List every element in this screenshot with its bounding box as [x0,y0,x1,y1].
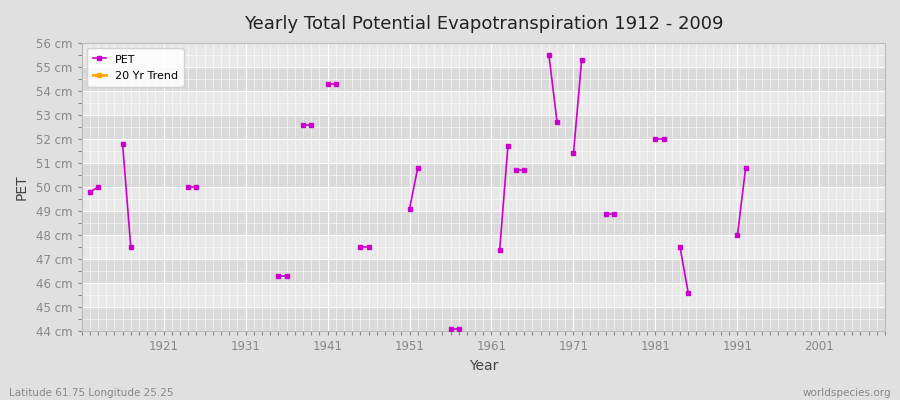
Bar [82,163,885,187]
PET [85,190,95,194]
Bar [82,67,885,91]
Bar [82,115,885,139]
Y-axis label: PET: PET [15,174,29,200]
Text: worldspecies.org: worldspecies.org [803,388,891,398]
Title: Yearly Total Potential Evapotranspiration 1912 - 2009: Yearly Total Potential Evapotranspiratio… [244,15,723,33]
Bar [82,235,885,259]
Bar [82,139,885,163]
X-axis label: Year: Year [469,359,498,373]
Bar [82,211,885,235]
Bar [82,259,885,283]
Bar [82,91,885,115]
Legend: PET, 20 Yr Trend: PET, 20 Yr Trend [87,48,184,87]
Bar [82,187,885,211]
Text: Latitude 61.75 Longitude 25.25: Latitude 61.75 Longitude 25.25 [9,388,174,398]
Line: PET: PET [87,185,100,194]
Bar [82,43,885,67]
PET [93,185,104,190]
Bar [82,283,885,307]
Bar [82,307,885,332]
